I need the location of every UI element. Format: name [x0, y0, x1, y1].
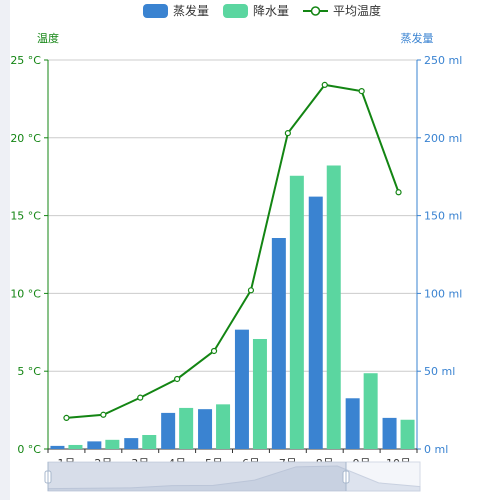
bar[interactable] [87, 441, 102, 449]
bar[interactable] [50, 445, 65, 449]
legend-label: 蒸发量 [173, 3, 209, 18]
legend: 蒸发量 降水量 平均温度 [143, 3, 381, 18]
line-point[interactable] [321, 81, 328, 88]
y-right-tick-label: 250 ml [424, 54, 462, 67]
bar[interactable] [198, 409, 213, 449]
bar[interactable] [326, 165, 341, 449]
y-right-tick-label: 100 ml [424, 287, 462, 300]
bar[interactable] [105, 439, 120, 449]
y-left-tick-label: 20 °C [10, 132, 41, 145]
y-left-tick-label: 25 °C [10, 54, 41, 67]
legend-line-marker [310, 6, 321, 16]
bar[interactable] [216, 404, 231, 449]
line-point[interactable] [395, 189, 402, 196]
y-right-tick-label: 50 ml [424, 365, 455, 378]
bar[interactable] [161, 412, 176, 449]
y-axis-left-title: 温度 [37, 31, 59, 45]
bar[interactable] [252, 338, 267, 449]
legend-swatch [143, 4, 168, 18]
data-zoom-window[interactable] [48, 462, 346, 491]
y-left-tick-label: 0 °C [17, 443, 41, 456]
line-point[interactable] [100, 411, 107, 418]
data-zoom-slider[interactable] [44, 461, 421, 492]
line-point[interactable] [174, 375, 181, 383]
y-right-tick-label: 150 ml [424, 210, 462, 223]
legend-item-1[interactable]: 蒸发量 [143, 3, 209, 18]
y-left-tick-label: 15 °C [10, 210, 41, 223]
bar[interactable] [142, 434, 157, 449]
bar[interactable] [400, 419, 415, 449]
bar[interactable] [363, 373, 378, 449]
bar[interactable] [179, 407, 194, 449]
line-point[interactable] [247, 287, 255, 294]
bar[interactable] [289, 175, 304, 449]
legend-label: 平均温度 [333, 3, 381, 18]
y-axis-right-title: 蒸发量 [401, 31, 434, 45]
legend-label: 降水量 [253, 4, 289, 18]
legend-swatch [223, 4, 248, 18]
page-left-strip [0, 0, 10, 500]
y-right-tick-label: 200 ml [424, 132, 462, 145]
y-left-tick-label: 5 °C [17, 365, 41, 378]
bar[interactable] [234, 329, 249, 449]
line-point[interactable] [137, 394, 144, 401]
line-point[interactable] [284, 130, 291, 137]
temperature-line [66, 83, 400, 419]
bar-series-1 [50, 196, 397, 449]
bar[interactable] [345, 398, 360, 449]
bar[interactable] [124, 438, 139, 449]
y-right-tick-label: 0 ml [424, 443, 448, 456]
bar[interactable] [382, 417, 397, 449]
line-point[interactable] [358, 88, 365, 95]
line-point[interactable] [210, 347, 218, 355]
y-left-tick-label: 10 °C [10, 287, 41, 300]
data-zoom-preview [47, 465, 421, 492]
bar[interactable] [308, 196, 323, 449]
legend-item-2[interactable]: 降水量 [223, 4, 289, 18]
grid-lines [48, 59, 417, 372]
bar-series-2 [68, 165, 415, 449]
bar[interactable] [271, 238, 286, 449]
bar[interactable] [68, 444, 83, 449]
legend-item-3[interactable]: 平均温度 [303, 3, 381, 18]
line-point[interactable] [63, 414, 70, 421]
